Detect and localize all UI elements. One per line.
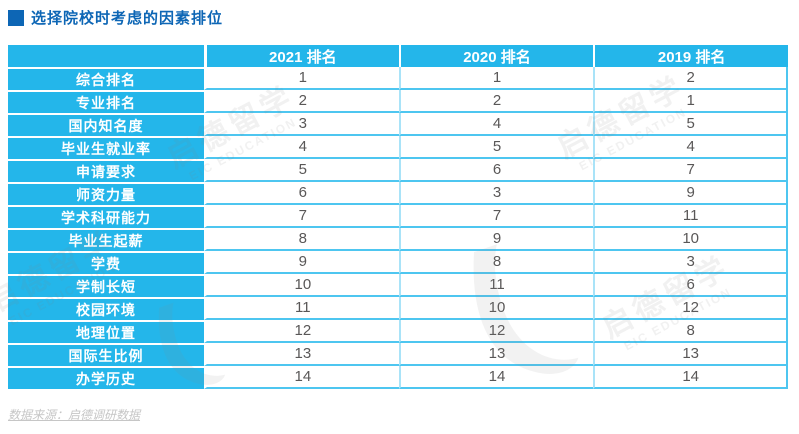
rank-cell-2019: 8 <box>593 320 788 343</box>
rank-cell-2019: 14 <box>593 366 788 389</box>
header-col-2020: 2020 排名 <box>398 45 594 67</box>
table-row: 综合排名 1 1 2 <box>8 67 788 90</box>
table-row: 地理位置 12 12 8 <box>8 320 788 343</box>
rank-cell-2019: 13 <box>593 343 788 366</box>
rank-cell-2021: 4 <box>204 136 399 159</box>
table-row: 学费 9 8 3 <box>8 251 788 274</box>
table-row: 办学历史 14 14 14 <box>8 366 788 389</box>
rank-cell-2021: 11 <box>204 297 399 320</box>
rank-cell-2019: 5 <box>593 113 788 136</box>
rank-cell-2021: 10 <box>204 274 399 297</box>
row-label-cell: 师资力量 <box>8 182 204 205</box>
table-row: 申请要求 5 6 7 <box>8 159 788 182</box>
rank-cell-2019: 3 <box>593 251 788 274</box>
table-row: 国际生比例 13 13 13 <box>8 343 788 366</box>
rank-cell-2021: 1 <box>204 67 399 90</box>
row-label-cell: 专业排名 <box>8 90 204 113</box>
row-label-cell: 毕业生就业率 <box>8 136 204 159</box>
rank-cell-2019: 9 <box>593 182 788 205</box>
rank-cell-2020: 8 <box>398 251 594 274</box>
rank-cell-2021: 7 <box>204 205 399 228</box>
rank-cell-2020: 12 <box>398 320 594 343</box>
rank-cell-2019: 4 <box>593 136 788 159</box>
row-label-cell: 学术科研能力 <box>8 205 204 228</box>
rank-cell-2020: 4 <box>398 113 594 136</box>
rank-cell-2020: 6 <box>398 159 594 182</box>
rank-cell-2020: 1 <box>398 67 594 90</box>
table-row: 专业排名 2 2 1 <box>8 90 788 113</box>
rank-cell-2019: 6 <box>593 274 788 297</box>
rank-cell-2019: 11 <box>593 205 788 228</box>
row-label-cell: 办学历史 <box>8 366 204 389</box>
row-label-cell: 地理位置 <box>8 320 204 343</box>
rank-cell-2019: 10 <box>593 228 788 251</box>
rank-cell-2019: 1 <box>593 90 788 113</box>
row-label-cell: 学费 <box>8 251 204 274</box>
page-title: 选择院校时考虑的因素排位 <box>31 10 224 27</box>
rank-cell-2020: 11 <box>398 274 594 297</box>
rank-cell-2021: 13 <box>204 343 399 366</box>
table-row: 学制长短 10 11 6 <box>8 274 788 297</box>
table-row: 毕业生起薪 8 9 10 <box>8 228 788 251</box>
rank-cell-2020: 10 <box>398 297 594 320</box>
rank-cell-2020: 5 <box>398 136 594 159</box>
table-body: 综合排名 1 1 2 专业排名 2 2 1 国内知名度 3 4 5 毕业生就业率… <box>8 67 788 389</box>
row-label-cell: 国际生比例 <box>8 343 204 366</box>
table-header: 2021 排名 2020 排名 2019 排名 <box>8 45 788 67</box>
rank-cell-2020: 2 <box>398 90 594 113</box>
data-source-note: 数据来源：启德调研数据 <box>8 408 141 422</box>
header-row: 2021 排名 2020 排名 2019 排名 <box>8 45 788 67</box>
rank-cell-2020: 9 <box>398 228 594 251</box>
row-label-cell: 申请要求 <box>8 159 204 182</box>
page-title-row: 选择院校时考虑的因素排位 <box>8 7 223 28</box>
header-corner-cell <box>8 45 204 67</box>
rank-cell-2021: 5 <box>204 159 399 182</box>
title-bullet-square <box>8 9 24 26</box>
rank-cell-2019: 2 <box>593 67 788 90</box>
rank-cell-2021: 8 <box>204 228 399 251</box>
rank-cell-2021: 14 <box>204 366 399 389</box>
table-row: 国内知名度 3 4 5 <box>8 113 788 136</box>
rank-cell-2020: 3 <box>398 182 594 205</box>
rank-cell-2021: 9 <box>204 251 399 274</box>
rank-cell-2021: 12 <box>204 320 399 343</box>
rank-cell-2021: 6 <box>204 182 399 205</box>
rank-cell-2021: 2 <box>204 90 399 113</box>
rank-cell-2020: 14 <box>398 366 594 389</box>
table-row: 校园环境 11 10 12 <box>8 297 788 320</box>
row-label-cell: 毕业生起薪 <box>8 228 204 251</box>
table-row: 毕业生就业率 4 5 4 <box>8 136 788 159</box>
ranking-table: 2021 排名 2020 排名 2019 排名 综合排名 1 1 2 专业排名 … <box>8 45 788 389</box>
table-row: 师资力量 6 3 9 <box>8 182 788 205</box>
table-row: 学术科研能力 7 7 11 <box>8 205 788 228</box>
rank-cell-2019: 12 <box>593 297 788 320</box>
rank-cell-2020: 13 <box>398 343 594 366</box>
header-col-2019: 2019 排名 <box>593 45 788 67</box>
header-col-2021: 2021 排名 <box>204 45 399 67</box>
row-label-cell: 学制长短 <box>8 274 204 297</box>
rank-cell-2020: 7 <box>398 205 594 228</box>
row-label-cell: 校园环境 <box>8 297 204 320</box>
rank-cell-2019: 7 <box>593 159 788 182</box>
row-label-cell: 国内知名度 <box>8 113 204 136</box>
row-label-cell: 综合排名 <box>8 67 204 90</box>
rank-cell-2021: 3 <box>204 113 399 136</box>
